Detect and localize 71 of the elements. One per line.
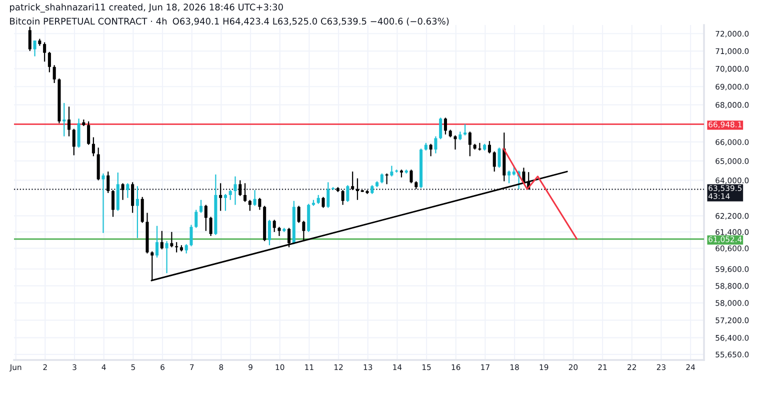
- candlestick: [288, 227, 291, 248]
- candlestick: [126, 182, 130, 198]
- candlestick: [200, 199, 203, 214]
- candlestick: [190, 224, 193, 247]
- candlestick: [194, 209, 198, 228]
- candlestick: [43, 42, 46, 62]
- candlestick: [434, 136, 438, 154]
- candlestick: [92, 136, 95, 157]
- candlestick: [87, 120, 90, 146]
- candlestick: [209, 216, 212, 237]
- candlestick: [238, 180, 242, 197]
- candlestick: [131, 182, 134, 214]
- candlestick: [356, 178, 359, 200]
- candlestick: [52, 64, 56, 84]
- candlestick: [297, 205, 300, 224]
- candlestick: [140, 196, 144, 224]
- candlestick: [136, 186, 139, 239]
- candlestick: [508, 170, 511, 184]
- candlestick: [272, 219, 276, 232]
- candlestick: [77, 118, 80, 148]
- candlestick: [390, 165, 394, 177]
- candlestick: [492, 150, 496, 172]
- candlestick: [248, 199, 252, 212]
- candlestick: [302, 220, 306, 242]
- candlestick: [385, 172, 388, 185]
- candlestick: [258, 197, 262, 210]
- candlestick: [326, 182, 330, 208]
- chart-subtitle: O63,940.1 H64,423.4 L63,525.0 C63,539.5 −400.6 (−0.63%): [172, 18, 449, 26]
- line-series: [502, 148, 578, 240]
- candlestick: [219, 182, 222, 212]
- candlestick: [488, 140, 491, 154]
- candlestick: [102, 172, 105, 234]
- candlestick: [106, 171, 110, 194]
- candlestick: [244, 182, 247, 202]
- candlestick: [454, 134, 457, 150]
- candlestick: [160, 230, 164, 250]
- candlestick: [322, 196, 325, 208]
- candlestick: [184, 244, 188, 254]
- chart-title: Bitcoin PERPETUAL CONTRACT · 4h: [10, 18, 167, 25]
- candlestick: [278, 226, 281, 237]
- candlestick: [48, 51, 51, 73]
- candlestick: [67, 106, 71, 137]
- candlestick: [429, 143, 432, 157]
- candlestick: [72, 128, 76, 156]
- candlestick: [464, 124, 467, 136]
- candlestick: [410, 169, 413, 184]
- candlestick: [228, 190, 232, 200]
- candlestick: [380, 172, 384, 184]
- candlestick: [444, 117, 447, 136]
- candlestick: [111, 190, 115, 218]
- candlestick: [204, 204, 208, 232]
- candlestick: [234, 176, 237, 206]
- candlestick: [165, 240, 168, 274]
- candlestick: [121, 182, 124, 200]
- candlestick: [341, 190, 344, 206]
- candlestick: [439, 117, 442, 140]
- candlestick: [351, 171, 354, 191]
- candlestick: [224, 193, 227, 212]
- text: patrick_shahnazari11 created, Jun 18, 2026 18:46 UTC+3:30: [10, 4, 283, 12]
- candlestick: [62, 102, 66, 137]
- candlestick: [170, 231, 174, 248]
- candlestick: [468, 131, 472, 157]
- candlestick: [175, 242, 178, 253]
- candlestick: [268, 219, 271, 246]
- candlestick: [346, 184, 350, 202]
- candlestick: [253, 190, 256, 206]
- candlestick: [28, 26, 32, 52]
- candlestick: [33, 40, 36, 57]
- candlestick: [155, 225, 159, 258]
- candlestick: [498, 147, 501, 168]
- candlestick: [478, 142, 482, 152]
